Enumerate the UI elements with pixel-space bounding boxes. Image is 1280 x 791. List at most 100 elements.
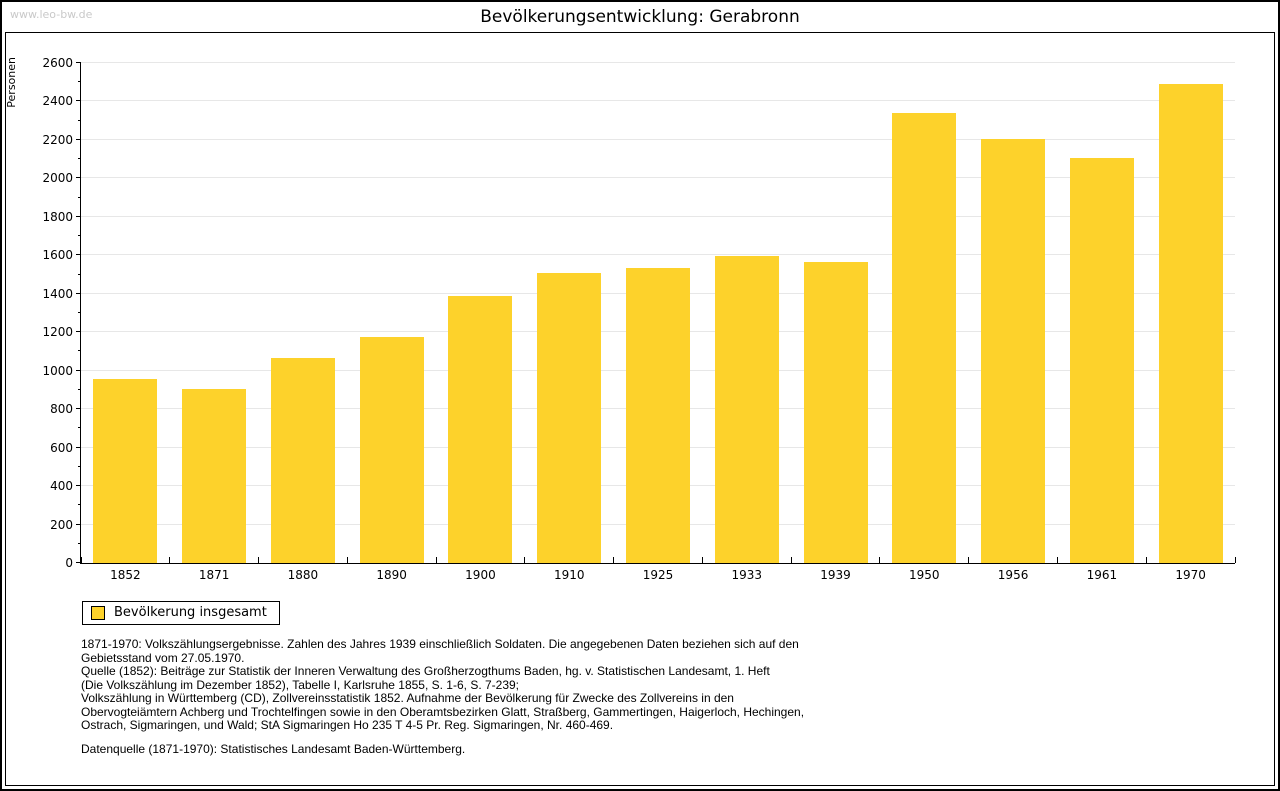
x-axis-tick-label: 1950 [909, 568, 940, 582]
bar-1925 [626, 267, 690, 563]
y-axis-minor-tick [78, 312, 81, 313]
bar-1950 [892, 113, 957, 563]
x-axis-tick-label: 1970 [1175, 568, 1206, 582]
x-axis-tick-label: 1880 [287, 568, 319, 582]
y-axis-tick-label: 1400 [42, 286, 73, 301]
bar-1956 [981, 138, 1046, 563]
y-axis-tick-label: 1600 [42, 248, 73, 263]
watermark-link: www.leo-bw.de [10, 8, 93, 21]
y-axis-major-tick [76, 292, 81, 294]
footnote-line: Obervogteiämtern Achberg und Trochtelfin… [81, 704, 805, 719]
x-axis-tick [879, 557, 881, 563]
x-axis-tick-label: 1890 [376, 568, 407, 582]
y-axis-major-tick [76, 523, 81, 525]
gridline [81, 215, 1235, 217]
x-axis-tick-label: 1933 [731, 568, 763, 582]
x-axis-tick [790, 557, 792, 563]
x-axis-tick [258, 557, 260, 563]
x-axis-tick-label: 1961 [1086, 568, 1118, 582]
x-axis-tick-label: 1900 [465, 568, 496, 582]
x-axis-tick [435, 557, 437, 563]
y-axis-major-tick [76, 62, 81, 63]
footnote-line: (Die Volkszählung im Dezember 1852), Tab… [81, 677, 520, 692]
y-axis-minor-tick [78, 465, 81, 467]
x-axis-tick-label: 1939 [820, 568, 851, 582]
y-axis-minor-tick [78, 158, 81, 160]
x-axis-tick-label: 1956 [997, 568, 1029, 582]
y-axis-minor-tick [78, 427, 81, 429]
y-axis-major-tick [76, 331, 81, 333]
gridline [81, 138, 1235, 140]
gridline [81, 62, 1235, 63]
bar-1933 [714, 256, 779, 563]
y-axis-tick-label: 0 [65, 556, 73, 570]
bar-1910 [537, 272, 602, 563]
x-axis-tick [1234, 557, 1236, 563]
bar-1852 [93, 379, 158, 563]
bar-1890 [359, 337, 424, 563]
gridline [81, 177, 1235, 179]
y-axis-major-tick [76, 177, 81, 179]
y-axis-minor-tick [78, 542, 81, 544]
footnote-line: Ostrach, Sigmaringen, und Wald; StA Sigm… [81, 718, 614, 732]
legend: Bevölkerung insgesamt [82, 601, 280, 625]
y-axis-minor-tick [78, 388, 81, 390]
bar-1970 [1158, 84, 1223, 563]
y-axis-major-tick [76, 485, 81, 487]
bar-1939 [803, 262, 868, 563]
x-axis-tick [169, 557, 171, 563]
x-axis-tick [524, 557, 526, 563]
y-axis-major-tick [76, 369, 81, 371]
bar-1961 [1069, 158, 1134, 563]
datasource-line: Datenquelle (1871-1970): Statistisches L… [81, 741, 466, 756]
footnote-line: 1871-1970: Volkszählungsergebnisse. Zahl… [81, 637, 799, 651]
gridline [81, 100, 1235, 102]
y-axis-major-tick [76, 138, 81, 140]
y-axis-tick-label: 2200 [42, 132, 73, 147]
y-axis-major-tick [76, 100, 81, 102]
y-axis-minor-tick [78, 81, 81, 83]
x-axis-tick [968, 557, 970, 563]
bar-1900 [448, 295, 513, 563]
y-axis-tick-label: 2000 [42, 171, 73, 186]
footnote-line: Gebietsstand vom 27.05.1970. [81, 650, 245, 665]
y-axis-minor-tick [78, 119, 81, 121]
x-axis-tick [613, 557, 615, 563]
y-axis-tick-label: 200 [50, 517, 73, 532]
x-axis-tick [1145, 557, 1147, 563]
page-title: Bevölkerungsentwicklung: Gerabronn [480, 7, 800, 27]
y-axis-tick-label: 2400 [42, 94, 73, 109]
y-axis-label: Personen [5, 57, 18, 108]
legend-label: Bevölkerung insgesamt [114, 605, 267, 620]
x-axis-tick-label: 1910 [553, 568, 585, 582]
y-axis-major-tick [76, 562, 81, 563]
y-axis-major-tick [76, 254, 81, 256]
gridline [81, 254, 1235, 256]
legend-swatch [91, 605, 105, 620]
y-axis-minor-tick [78, 235, 81, 237]
x-axis-tick [1056, 557, 1058, 563]
y-axis-minor-tick [78, 273, 81, 275]
y-axis-minor-tick [78, 504, 81, 506]
y-axis-tick-label: 1200 [42, 325, 73, 340]
x-axis-tick-label: 1925 [642, 568, 674, 582]
footnotes: 1871-1970: Volkszählungsergebnisse. Zahl… [81, 637, 805, 756]
bar-1880 [270, 358, 335, 563]
y-axis-tick-label: 1000 [42, 363, 73, 378]
y-axis-major-tick [76, 408, 81, 410]
bar-1871 [182, 388, 247, 563]
y-axis-tick-label: 600 [50, 440, 73, 455]
x-axis-tick [701, 557, 703, 563]
y-axis-minor-tick [78, 350, 81, 352]
y-axis-tick-label: 2600 [42, 56, 73, 70]
x-axis-tick [346, 557, 348, 563]
y-axis-major-tick [76, 446, 81, 448]
footnote-line: Volkszählung in Württemberg (CD), Zollve… [81, 691, 734, 705]
x-axis-tick-label: 1871 [198, 568, 230, 582]
x-axis-tick [80, 557, 82, 563]
y-axis-minor-tick [78, 196, 81, 198]
plot-area: 0 200 400 600 800 1000 1200 1400 1600 1800 2000 220… [42, 56, 1236, 582]
y-axis-tick-label: 800 [50, 402, 73, 417]
footnote-line: Quelle (1852): Beiträge zur Statistik de… [81, 664, 770, 678]
